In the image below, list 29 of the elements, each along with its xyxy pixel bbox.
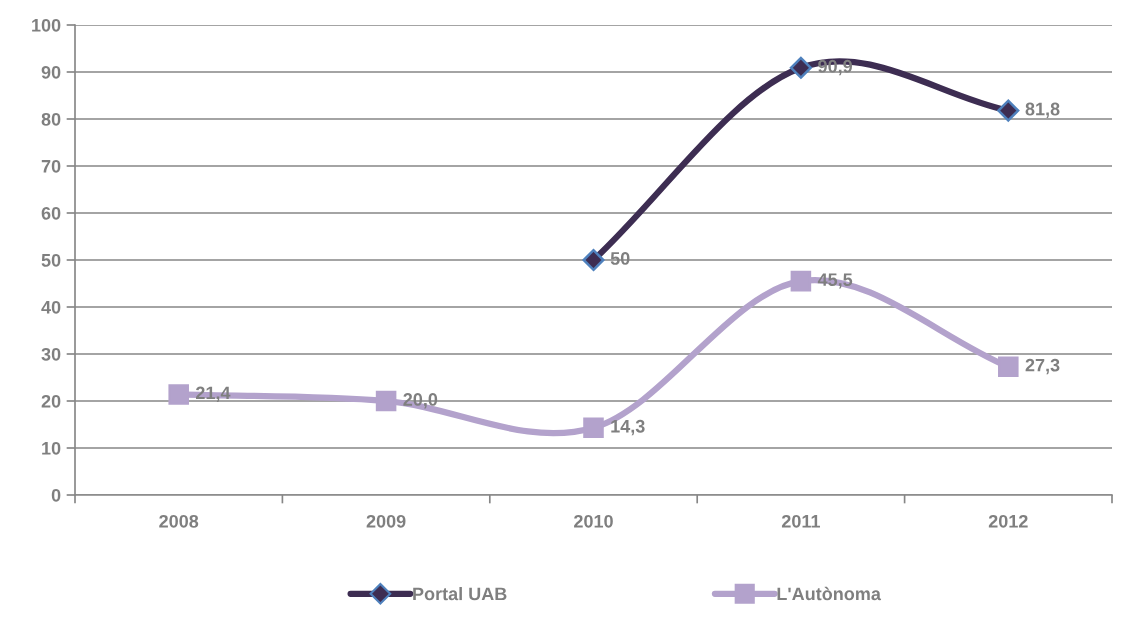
point xyxy=(998,356,1019,377)
y-tick-label: 40 xyxy=(41,300,61,314)
y-tick-label: 20 xyxy=(41,394,61,408)
x-tick-label: 2012 xyxy=(988,514,1028,528)
point xyxy=(583,417,604,439)
point xyxy=(789,56,812,79)
data-label: 81,8 xyxy=(1025,102,1060,118)
data-label: 27,3 xyxy=(1025,358,1060,375)
point xyxy=(168,384,189,405)
y-tick-label: 10 xyxy=(42,441,61,455)
data-label: 14,3 xyxy=(611,419,645,436)
y-tick-label: 100 xyxy=(32,18,61,32)
point xyxy=(790,270,812,292)
y-tick-label: 70 xyxy=(41,159,61,173)
point xyxy=(582,248,605,272)
y-tick-label: 80 xyxy=(41,112,61,126)
point xyxy=(375,390,397,412)
x-tick-label: 2011 xyxy=(781,514,820,528)
y-tick-label: 50 xyxy=(41,253,61,267)
legend-label: Portal UAB xyxy=(413,587,507,601)
x-tick-label: 2009 xyxy=(366,514,406,528)
point xyxy=(997,99,1020,122)
legend-label: L'Autònoma xyxy=(777,586,882,601)
x-tick-label: 2010 xyxy=(574,514,613,528)
y-tick-label: 30 xyxy=(41,347,61,361)
y-tick-label: 60 xyxy=(41,206,61,220)
y-tick-label: 90 xyxy=(41,65,61,79)
y-tick-label: 0 xyxy=(51,488,61,502)
x-tick-label: 2008 xyxy=(159,514,199,528)
